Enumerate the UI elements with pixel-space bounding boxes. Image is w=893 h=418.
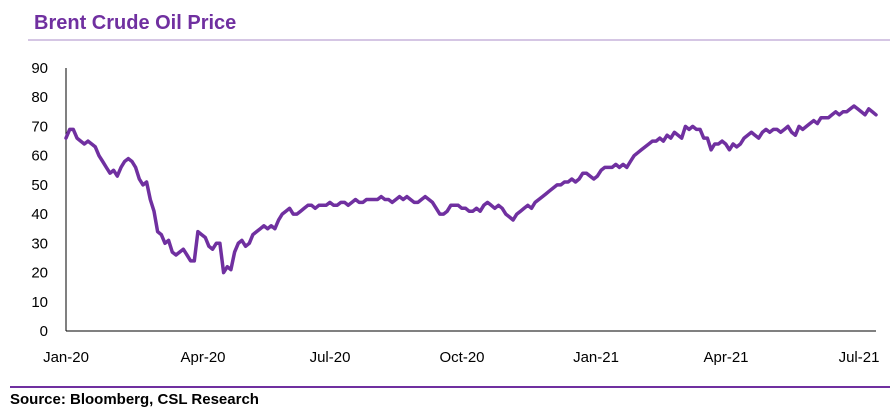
x-tick-label: Jan-20	[43, 349, 89, 366]
y-tick-label: 30	[31, 235, 48, 252]
x-axis-ticks: Jan-20 Apr-20 Jul-20 Oct-20 Jan-21 Apr-21 Jul-…	[43, 349, 879, 366]
x-tick-label: Jan-21	[573, 349, 619, 366]
x-tick-label: Apr-21	[703, 349, 748, 366]
source-note: Source: Bloomberg, CSL Research	[10, 391, 259, 408]
y-tick-label: 10	[31, 294, 48, 311]
x-tick-label: Apr-20	[180, 349, 225, 366]
source-divider	[10, 386, 890, 388]
y-tick-label: 0	[40, 323, 48, 340]
chart-title: Brent Crude Oil Price	[34, 12, 237, 34]
y-tick-label: 20	[31, 265, 48, 282]
x-tick-label: Oct-20	[439, 349, 484, 366]
line-chart: 0 10 20 30 40 50 60 70 80 90 Jan-20 Apr-20 Jul-20 Oc…	[31, 60, 879, 366]
title-divider	[28, 39, 890, 41]
x-tick-label: Jul-21	[839, 349, 880, 366]
y-tick-label: 50	[31, 177, 48, 194]
series-line	[64, 104, 878, 275]
series-group	[64, 104, 878, 275]
y-tick-label: 40	[31, 206, 48, 223]
y-axis-ticks: 0 10 20 30 40 50 60 70 80 90	[31, 60, 48, 340]
y-tick-label: 70	[31, 118, 48, 135]
y-tick-label: 90	[31, 60, 48, 77]
y-tick-label: 80	[31, 89, 48, 106]
y-tick-label: 60	[31, 148, 48, 165]
x-tick-label: Jul-20	[310, 349, 351, 366]
